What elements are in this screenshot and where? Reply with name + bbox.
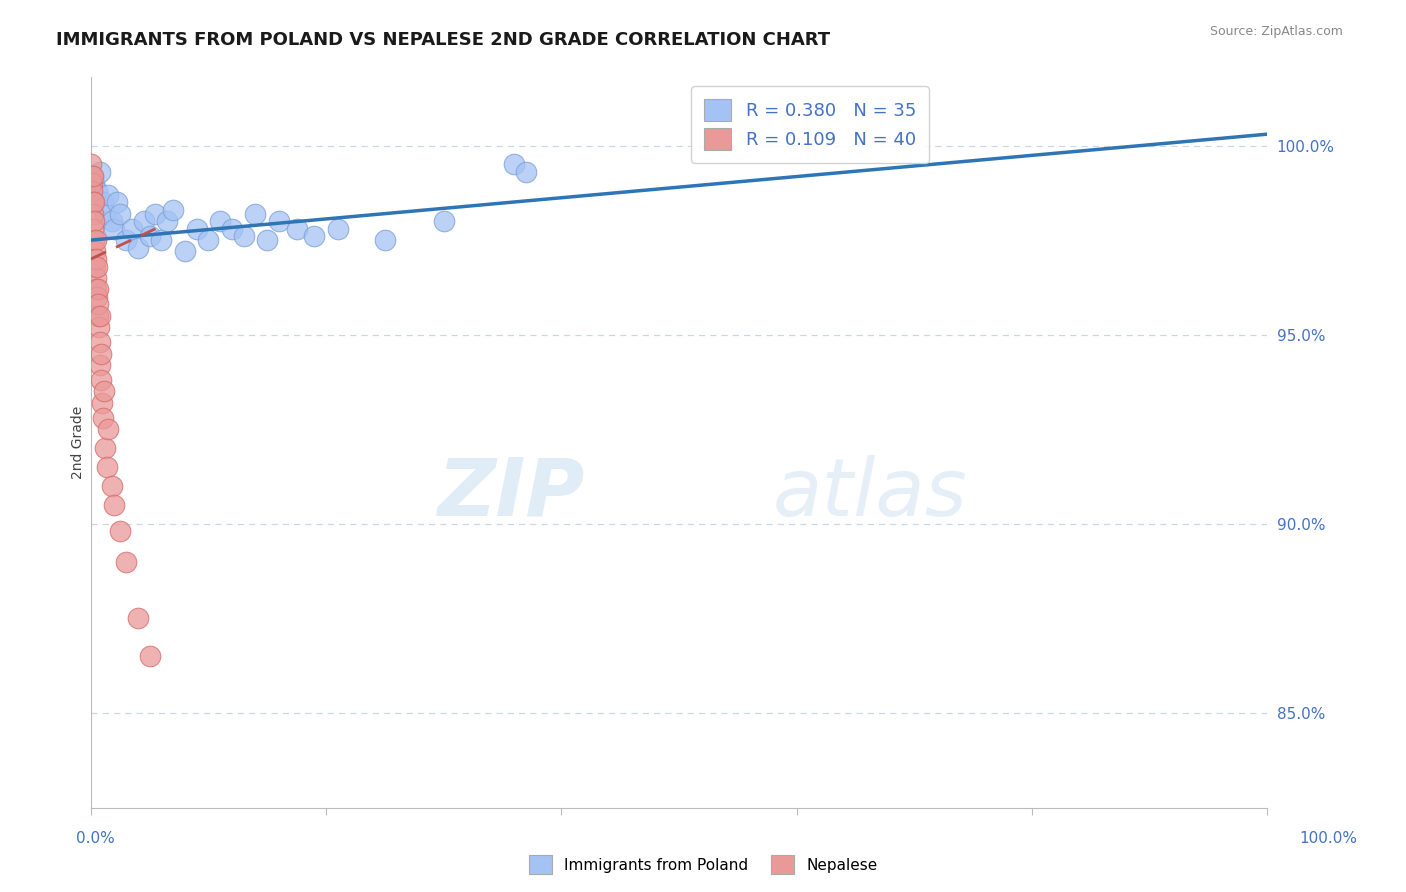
Point	[150, 233, 173, 247]
Point	[82, 184, 104, 198]
Point	[285, 221, 308, 235]
Point	[127, 611, 149, 625]
Point	[82, 207, 104, 221]
Point	[174, 244, 197, 259]
Point	[84, 271, 107, 285]
Point	[96, 460, 118, 475]
Point	[84, 252, 107, 266]
Point	[127, 241, 149, 255]
Point	[87, 320, 110, 334]
Point	[105, 195, 128, 210]
Y-axis label: 2nd Grade: 2nd Grade	[72, 406, 86, 479]
Legend: R = 0.380   N = 35, R = 0.109   N = 40: R = 0.380 N = 35, R = 0.109 N = 40	[692, 87, 928, 163]
Point	[101, 479, 124, 493]
Point	[101, 214, 124, 228]
Text: ZIP: ZIP	[437, 455, 585, 533]
Point	[433, 214, 456, 228]
Point	[186, 221, 208, 235]
Point	[87, 282, 110, 296]
Point	[94, 207, 117, 221]
Point	[89, 335, 111, 350]
Text: atlas: atlas	[773, 455, 967, 533]
Point	[245, 207, 267, 221]
Point	[232, 229, 254, 244]
Point	[209, 214, 232, 228]
Point	[121, 221, 143, 235]
Point	[138, 649, 160, 664]
Point	[86, 184, 108, 198]
Point	[103, 221, 125, 235]
Point	[91, 195, 114, 210]
Point	[132, 214, 155, 228]
Point	[84, 244, 107, 259]
Point	[115, 233, 138, 247]
Point	[80, 157, 103, 171]
Point	[256, 233, 278, 247]
Point	[197, 233, 219, 247]
Point	[80, 169, 103, 183]
Point	[515, 165, 537, 179]
Point	[103, 498, 125, 512]
Point	[87, 309, 110, 323]
Point	[503, 157, 526, 171]
Point	[145, 207, 167, 221]
Point	[304, 229, 326, 244]
Text: 0.0%: 0.0%	[76, 831, 115, 846]
Point	[83, 214, 105, 228]
Point	[90, 346, 112, 360]
Point	[115, 555, 138, 569]
Point	[83, 233, 105, 247]
Point	[108, 207, 131, 221]
Point	[91, 411, 114, 425]
Point	[108, 524, 131, 539]
Point	[93, 384, 115, 399]
Legend: Immigrants from Poland, Nepalese: Immigrants from Poland, Nepalese	[523, 849, 883, 880]
Point	[374, 233, 396, 247]
Point	[90, 373, 112, 387]
Point	[94, 441, 117, 455]
Point	[80, 177, 103, 191]
Point	[83, 195, 105, 210]
Point	[86, 260, 108, 274]
Point	[87, 297, 110, 311]
Point	[84, 233, 107, 247]
Text: Source: ZipAtlas.com: Source: ZipAtlas.com	[1209, 25, 1343, 38]
Point	[82, 195, 104, 210]
Text: IMMIGRANTS FROM POLAND VS NEPALESE 2ND GRADE CORRELATION CHART: IMMIGRANTS FROM POLAND VS NEPALESE 2ND G…	[56, 31, 831, 49]
Point	[89, 358, 111, 372]
Point	[86, 290, 108, 304]
Point	[82, 221, 104, 235]
Point	[86, 282, 108, 296]
Point	[97, 422, 120, 436]
Point	[267, 214, 290, 228]
Point	[89, 309, 111, 323]
Point	[138, 229, 160, 244]
Point	[97, 187, 120, 202]
Point	[156, 214, 179, 228]
Point	[326, 221, 349, 235]
Point	[221, 221, 243, 235]
Point	[83, 177, 105, 191]
Point	[162, 202, 184, 217]
Point	[91, 396, 114, 410]
Point	[82, 169, 104, 183]
Point	[89, 165, 111, 179]
Text: 100.0%: 100.0%	[1299, 831, 1358, 846]
Point	[84, 260, 107, 274]
